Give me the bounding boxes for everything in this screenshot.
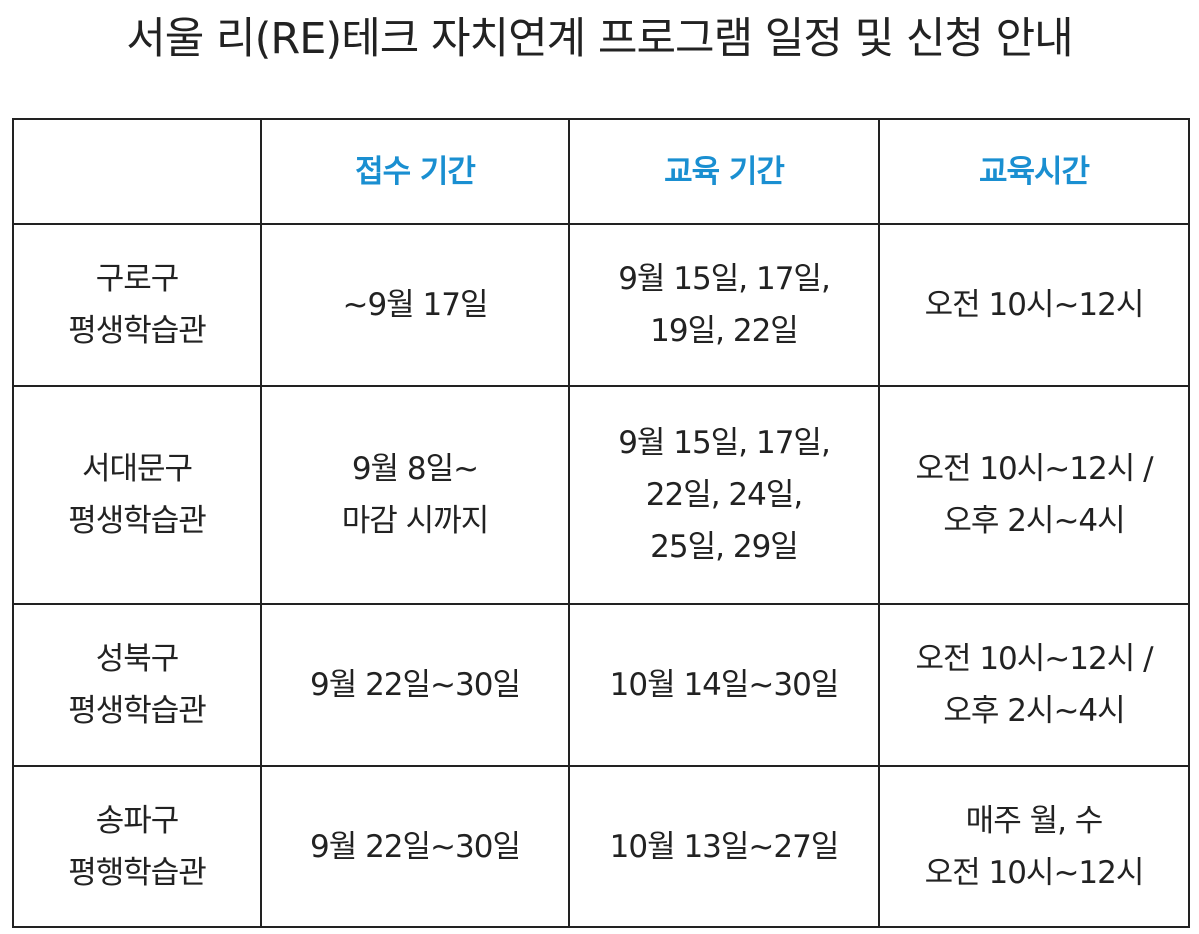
cell-line: 22일, 24일, bbox=[645, 477, 804, 513]
cell-line: 평생학습관 bbox=[68, 503, 207, 539]
cell-line: 평행학습관 bbox=[68, 854, 207, 891]
cell-line: 구로구 bbox=[95, 261, 180, 297]
cell-line: 오후 2시~4시 bbox=[943, 503, 1125, 539]
cell-line: 성북구 bbox=[95, 641, 180, 677]
cell-line: 오전 10시~12시 bbox=[924, 854, 1145, 891]
column-header: 교육시간 bbox=[878, 118, 1190, 225]
table-body: 구로구 평생학습관 ~9월 17일 9월 15일, 17일, 19일, 22일 오전 10… bbox=[12, 223, 1190, 928]
cell-line: 송파구 bbox=[95, 802, 180, 839]
cell-line: 10월 14일~30일 bbox=[609, 667, 840, 703]
header-row: 접수 기간 교육 기간 교육시간 bbox=[12, 118, 1190, 225]
cell-line: 평생학습관 bbox=[68, 313, 207, 349]
table-cell: 10월 13일~27일 bbox=[568, 765, 880, 928]
table-cell: 9월 8일~ 마감 시까지 bbox=[260, 385, 570, 605]
table-cell: 오전 10시~12시 / 오후 2시~4시 bbox=[878, 603, 1190, 767]
cell-line: 19일, 22일 bbox=[650, 313, 799, 349]
cell-line: 9월 15일, 17일, bbox=[618, 425, 831, 461]
cell-line: 마감 시까지 bbox=[341, 503, 489, 539]
cell-line: ~9월 17일 bbox=[342, 287, 488, 323]
column-header: 교육 기간 bbox=[568, 118, 880, 225]
cell-line: 25일, 29일 bbox=[650, 529, 799, 565]
cell-line: 매주 월, 수 bbox=[965, 802, 1104, 839]
cell-line: 9월 22일~30일 bbox=[309, 828, 521, 865]
cell-line: 오전 10시~12시 bbox=[924, 287, 1145, 323]
cell-line: 9월 22일~30일 bbox=[309, 667, 521, 703]
cell-line: 평생학습관 bbox=[68, 693, 207, 729]
cell-line: 오후 2시~4시 bbox=[943, 693, 1125, 729]
cell-line: 10월 13일~27일 bbox=[609, 828, 840, 865]
column-header: 접수 기간 bbox=[260, 118, 570, 225]
cell-line: 9월 15일, 17일, bbox=[618, 261, 831, 297]
cell-line: 오전 10시~12시 / bbox=[915, 451, 1153, 487]
corner-cell bbox=[12, 118, 262, 225]
table-cell: 오전 10시~12시 bbox=[878, 223, 1190, 387]
table-cell: 오전 10시~12시 / 오후 2시~4시 bbox=[878, 385, 1190, 605]
cell-line: 서대문구 bbox=[81, 451, 193, 487]
table-cell: 9월 22일~30일 bbox=[260, 603, 570, 767]
cell-line: 9월 8일~ bbox=[351, 451, 479, 487]
table-cell: 9월 15일, 17일, 22일, 24일, 25일, 29일 bbox=[568, 385, 880, 605]
table-cell: 9월 15일, 17일, 19일, 22일 bbox=[568, 223, 880, 387]
table-cell: ~9월 17일 bbox=[260, 223, 570, 387]
table-cell: 9월 22일~30일 bbox=[260, 765, 570, 928]
page-title: 서울 리(RE)테크 자치연계 프로그램 일정 및 신청 안내 bbox=[126, 14, 1073, 64]
cell-line: 오전 10시~12시 / bbox=[915, 641, 1153, 677]
table-cell: 10월 14일~30일 bbox=[568, 603, 880, 767]
